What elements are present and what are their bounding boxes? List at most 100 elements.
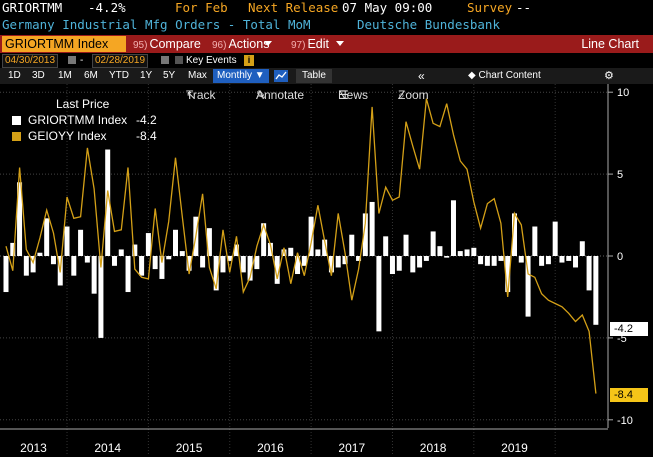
period-1m[interactable]: 1M <box>58 70 72 81</box>
period-ytd[interactable]: YTD <box>109 70 129 81</box>
x-tick-label: 2017 <box>338 441 365 455</box>
bar <box>3 256 9 293</box>
frequency-select[interactable]: Monthly ▼ <box>213 69 269 83</box>
collapse-icon[interactable]: « <box>418 69 425 83</box>
period-6m[interactable]: 6M <box>84 70 98 81</box>
y-tick-label: 0 <box>617 251 623 263</box>
y-tick-label: -10 <box>617 415 633 427</box>
bar <box>98 256 104 338</box>
header-next-release-label: Next Release <box>248 0 339 15</box>
line-chart-icon[interactable] <box>274 70 288 82</box>
date-separator: - <box>80 55 84 66</box>
annotate-icon: ✎ <box>256 88 267 102</box>
end-date-field[interactable]: 02/28/2019 <box>92 54 149 68</box>
header-next-release-date: 07 May 09:00 <box>342 0 433 15</box>
bar <box>213 256 219 291</box>
track-label: Track <box>186 88 216 102</box>
legend-name: GRIORTMM Index <box>28 113 128 127</box>
bar <box>532 226 538 256</box>
news-label: News <box>338 88 369 102</box>
legend-swatch-gold <box>12 132 21 141</box>
legend-value: -4.2 <box>136 113 157 127</box>
chart-content-label: Chart Content <box>478 70 541 81</box>
legend-value: -8.4 <box>136 129 157 143</box>
bar <box>315 249 321 256</box>
annotate-label: Annotate <box>256 88 305 102</box>
compare-button[interactable]: 95) Compare <box>133 36 201 52</box>
line-series <box>5 98 597 394</box>
bar <box>552 221 558 256</box>
bar <box>322 239 328 256</box>
bar <box>349 234 355 256</box>
bar <box>478 256 484 265</box>
period-1d[interactable]: 1D <box>8 70 21 81</box>
settings-gear-icon[interactable]: ⚙ <box>604 70 614 82</box>
x-tick-label: 2015 <box>176 441 203 455</box>
bar <box>362 213 368 256</box>
bar <box>64 226 70 256</box>
bar <box>593 256 599 325</box>
bar <box>356 256 362 261</box>
bar <box>23 256 29 276</box>
bar <box>10 242 16 256</box>
ticker-field[interactable]: GRIORTMM Index <box>2 36 126 52</box>
chart-content-button[interactable]: ◆ Chart Content <box>468 68 541 84</box>
header-survey-value: -- <box>516 0 532 15</box>
bar <box>220 256 226 273</box>
bar <box>254 256 260 270</box>
bar <box>389 256 395 275</box>
period-5y[interactable]: 5Y <box>163 70 176 81</box>
bar <box>139 256 145 276</box>
bar <box>159 256 165 279</box>
bar <box>301 256 307 266</box>
period-max[interactable]: Max <box>188 70 207 81</box>
actions-button[interactable]: 96) Actions <box>212 36 269 52</box>
date-range-row: 04/30/2013 - 02/28/2019 Key Events i <box>0 54 653 68</box>
header-source: Deutsche Bundesbank <box>357 17 500 32</box>
bar <box>471 247 477 256</box>
bar <box>111 256 117 266</box>
x-tick-label: 2018 <box>420 441 447 455</box>
zoom-icon: ⌕ <box>398 88 405 102</box>
edit-label: Edit <box>307 37 329 51</box>
bar <box>403 234 409 256</box>
bar <box>200 256 206 268</box>
bar <box>444 256 450 258</box>
x-tick-label: 2019 <box>501 441 528 455</box>
bar <box>464 249 470 256</box>
bar <box>512 213 517 256</box>
bar <box>579 241 585 256</box>
start-date-field[interactable]: 04/30/2013 <box>2 54 59 68</box>
bar <box>573 256 579 268</box>
frequency-label: Monthly <box>217 70 253 81</box>
bar <box>450 200 456 256</box>
info-icon[interactable]: i <box>244 55 254 66</box>
bar <box>234 244 240 256</box>
period-3d[interactable]: 3D <box>32 70 45 81</box>
table-button[interactable]: Table <box>296 69 332 83</box>
bar <box>328 256 334 273</box>
x-tick-label: 2016 <box>257 441 284 455</box>
bar <box>186 256 192 271</box>
end-calendar-icon[interactable] <box>161 56 169 64</box>
bar <box>125 256 131 293</box>
header-for-label: For Feb <box>175 0 228 15</box>
chart-content-icon: ◆ <box>468 70 476 81</box>
start-calendar-icon[interactable] <box>68 56 76 64</box>
bar <box>342 256 348 265</box>
edit-button[interactable]: 97) Edit <box>291 36 329 52</box>
toolbar-periods: 1D 3D 1M 6M YTD 1Y 5Y Max Monthly ▼ Tabl… <box>0 68 653 84</box>
bar <box>559 256 565 263</box>
bar <box>539 256 545 266</box>
last-value-label-bars: -4.2 <box>610 322 648 336</box>
bar <box>430 231 436 256</box>
bar <box>78 229 84 256</box>
y-tick-label: -5 <box>617 333 627 345</box>
bar <box>335 256 341 268</box>
bar <box>383 236 389 256</box>
period-1y[interactable]: 1Y <box>140 70 153 81</box>
bar <box>423 256 429 261</box>
key-events-checkbox[interactable] <box>175 56 183 64</box>
bar <box>261 223 267 256</box>
header-row-2: Germany Industrial Mfg Orders - Total Mo… <box>0 17 653 33</box>
